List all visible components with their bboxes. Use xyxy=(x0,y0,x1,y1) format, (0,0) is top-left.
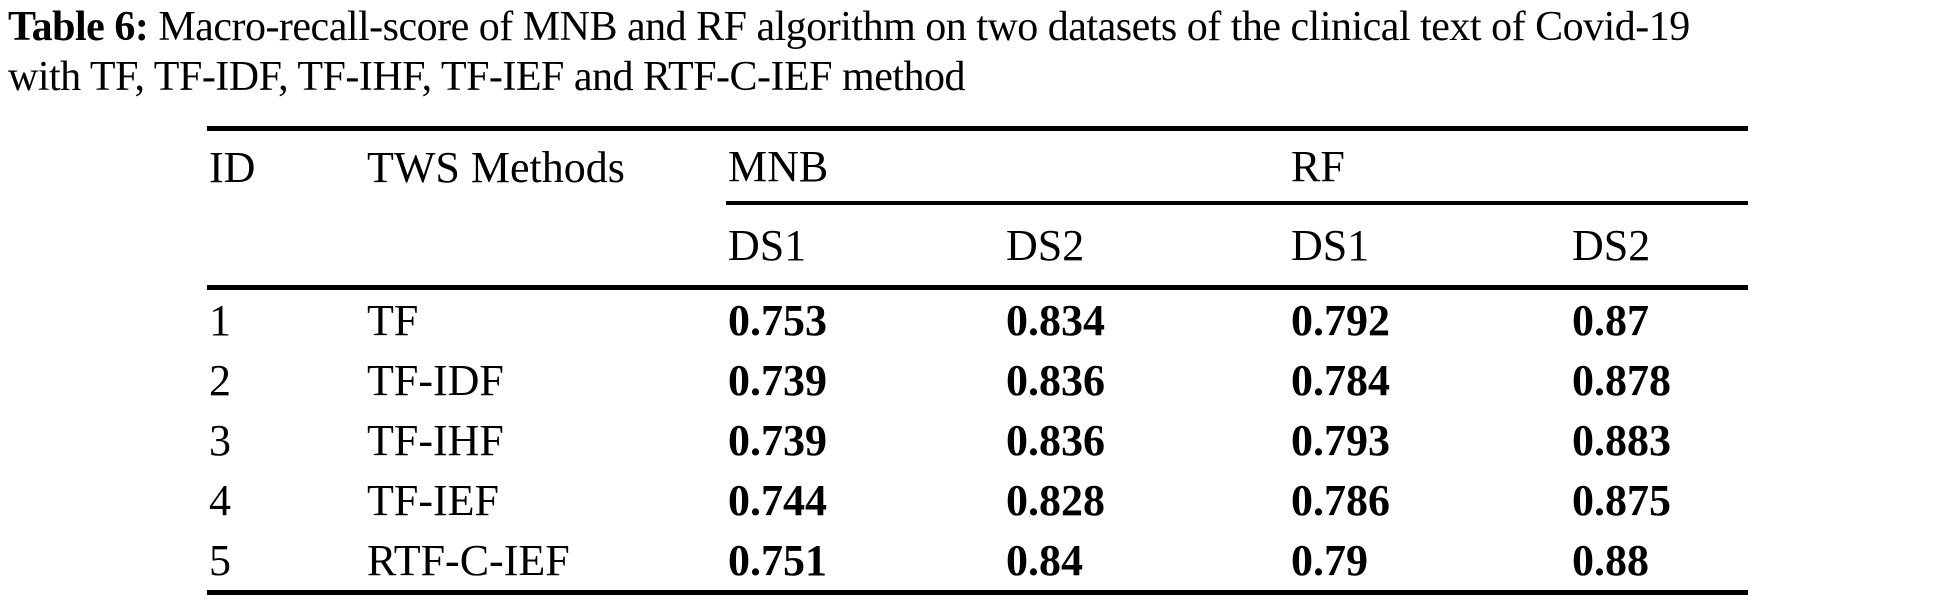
table-row: 2 TF-IDF 0.739 0.836 0.784 0.878 xyxy=(207,350,1748,410)
cell-id: 2 xyxy=(209,355,231,405)
cell-rf-ds2: 0.88 xyxy=(1572,535,1649,585)
col-header-method: TWS Methods xyxy=(367,142,625,192)
header-row-subcolumns: DS1 DS2 DS1 DS2 xyxy=(207,203,1749,290)
caption-line-1: Table 6: Macro-recall-score of MNB and R… xyxy=(8,2,1690,52)
col-header-id: ID xyxy=(209,142,256,192)
table-row: 3 TF-IHF 0.739 0.836 0.793 0.883 xyxy=(207,410,1748,470)
caption-line-2: with TF, TF-IDF, TF-IHF, TF-IEF and RTF-… xyxy=(8,54,966,100)
cell-rf-ds2: 0.883 xyxy=(1572,415,1671,465)
cell-method: TF-IEF xyxy=(367,475,499,525)
cell-id: 4 xyxy=(209,475,231,525)
cell-id: 1 xyxy=(209,295,231,345)
cell-rf-ds1: 0.792 xyxy=(1291,295,1390,345)
cell-mnb-ds2: 0.828 xyxy=(1006,475,1105,525)
cell-mnb-ds2: 0.836 xyxy=(1006,355,1105,405)
cell-mnb-ds2: 0.834 xyxy=(1006,295,1105,345)
subheader-mnb-ds2: DS2 xyxy=(1004,203,1289,290)
cell-method: TF-IDF xyxy=(367,355,504,405)
cell-method: RTF-C-IEF xyxy=(367,535,570,585)
table-row: 1 TF 0.753 0.834 0.792 0.87 xyxy=(207,288,1748,351)
cell-mnb-ds1: 0.753 xyxy=(728,295,827,345)
header-row-groups: ID TWS Methods MNB RF xyxy=(207,128,1749,205)
cell-mnb-ds1: 0.739 xyxy=(728,415,827,465)
subheader-empty-id xyxy=(207,203,365,290)
cell-id: 3 xyxy=(209,415,231,465)
cell-mnb-ds1: 0.744 xyxy=(728,475,827,525)
cell-rf-ds2: 0.875 xyxy=(1572,475,1671,525)
table-container: ID TWS Methods MNB RF DS1 DS2 DS1 DS2 1 … xyxy=(207,126,1749,595)
caption-text-line1: Macro-recall-score of MNB and RF algorit… xyxy=(158,4,1690,50)
col-group-rf: RF xyxy=(1289,128,1749,205)
cell-method: TF-IHF xyxy=(367,415,504,465)
subheader-empty-method xyxy=(365,203,726,290)
cell-rf-ds1: 0.793 xyxy=(1291,415,1390,465)
cell-mnb-ds1: 0.751 xyxy=(728,535,827,585)
cell-id: 5 xyxy=(209,535,231,585)
table-row: 4 TF-IEF 0.744 0.828 0.786 0.875 xyxy=(207,470,1748,530)
subheader-rf-ds2: DS2 xyxy=(1570,203,1749,290)
cell-rf-ds2: 0.878 xyxy=(1572,355,1671,405)
table-caption: Table 6: Macro-recall-score of MNB and R… xyxy=(8,2,1690,102)
subheader-rf-ds1: DS1 xyxy=(1289,203,1570,290)
cell-rf-ds1: 0.784 xyxy=(1291,355,1390,405)
results-table: ID TWS Methods MNB RF DS1 DS2 DS1 DS2 1 … xyxy=(207,126,1749,595)
table-row: 5 RTF-C-IEF 0.751 0.84 0.79 0.88 xyxy=(207,530,1748,593)
cell-rf-ds1: 0.79 xyxy=(1291,535,1368,585)
cell-method: TF xyxy=(367,295,419,345)
subheader-mnb-ds1: DS1 xyxy=(726,203,1004,290)
caption-label: Table 6: xyxy=(8,4,149,50)
cell-mnb-ds2: 0.84 xyxy=(1006,535,1083,585)
cell-rf-ds2: 0.87 xyxy=(1572,295,1649,345)
cell-mnb-ds1: 0.739 xyxy=(728,355,827,405)
cell-mnb-ds2: 0.836 xyxy=(1006,415,1105,465)
cell-rf-ds1: 0.786 xyxy=(1291,475,1390,525)
col-group-mnb: MNB xyxy=(726,128,1289,205)
